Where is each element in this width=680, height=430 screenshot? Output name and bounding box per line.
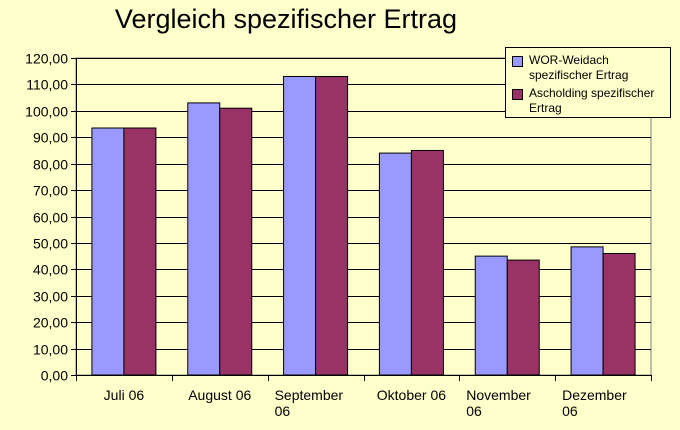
legend-swatch-ascholding [512,89,523,100]
legend-label-ascholding: Ascholding spezifischer Ertrag [529,86,655,115]
bar-series-0-cat-5 [570,246,604,376]
bar-series-0-cat-1 [187,102,221,376]
y-tick-label: 20,00 [33,315,68,331]
y-tick-label: 70,00 [33,183,68,199]
chart-title: Vergleich spezifischer Ertrag [114,4,458,34]
y-tick-label: 100,00 [25,104,68,120]
y-tick-label: 40,00 [33,262,68,278]
bar-series-1-cat-2 [315,75,349,376]
y-tick-label: 120,00 [25,51,68,67]
y-tick-label: 50,00 [33,236,68,252]
bar-series-0-cat-2 [283,75,317,376]
bar-series-1-cat-0 [123,127,157,376]
bars [91,75,636,376]
bar-series-0-cat-4 [474,255,508,376]
x-tick-label: Juli 06 [104,387,145,403]
bar-series-0-cat-0 [91,127,125,376]
x-tick-label: Oktober 06 [377,387,446,403]
y-tick-label: 0,00 [41,368,68,384]
y-tick-label: 90,00 [33,130,68,146]
legend-label-wor-weidach: WOR-Weidach spezifischer Ertrag [529,53,629,82]
bar-series-0-cat-3 [378,152,412,376]
x-tick-label: September 06 [275,387,344,419]
bar-series-1-cat-5 [602,252,636,376]
x-tick-label: Dezember 06 [562,387,627,419]
bar-series-1-cat-3 [410,149,444,376]
legend-swatch-wor-weidach [512,56,523,67]
axes: 0,00 10,00 20,00 30,00 40,00 50,00 60,00 70,00 8… [25,51,652,419]
y-tick-label: 80,00 [33,157,68,173]
y-tick-label: 110,00 [26,77,68,93]
bar-series-1-cat-4 [506,259,540,376]
x-tick-label: November 06 [466,387,531,419]
y-tick-label: 30,00 [33,289,68,305]
y-tick-label: 60,00 [33,210,68,226]
legend: WOR-Weidach spezifischer Ertrag Ascholdi… [505,47,671,118]
x-tick-label: August 06 [188,387,251,403]
bar-series-1-cat-1 [219,107,253,376]
y-tick-label: 10,00 [33,342,68,358]
